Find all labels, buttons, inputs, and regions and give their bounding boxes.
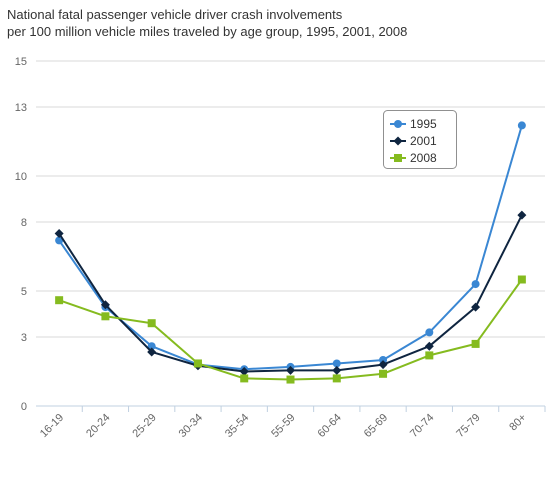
data-point [101,312,110,321]
data-point [332,374,341,383]
chart-title-line-1: National fatal passenger vehicle driver … [7,7,343,22]
data-point [425,328,434,337]
x-tick-label: 75-79 [454,412,482,440]
y-axis-tick-labels: 0 3 5 8 10 13 15 [15,56,27,413]
data-point [147,347,157,357]
x-tick-label: 16-19 [38,412,66,440]
legend-label: 2001 [410,134,437,148]
data-point [378,360,388,370]
x-tick-label: 80+ [507,412,529,434]
x-tick-label: 65-69 [362,412,390,440]
data-point [147,342,156,351]
series-2001 [54,210,527,376]
data-point [471,302,481,312]
data-point [379,369,388,378]
data-point [517,121,526,130]
data-point [286,365,295,375]
legend-item-2001[interactable]: 2001 [390,134,437,148]
legend-label: 2008 [410,151,437,165]
legend-item-2008[interactable]: 2008 [390,151,437,165]
y-tick-label: 8 [21,217,27,229]
data-point [239,367,249,376]
legend-marker [394,120,402,128]
chart-title-line-2: per 100 million vehicle miles traveled b… [7,24,408,39]
data-point [425,351,434,360]
series-line [58,214,523,373]
grid-lines [36,60,546,412]
y-tick-label: 13 [15,102,27,114]
x-tick-label: 70-74 [408,412,436,440]
y-tick-label: 3 [21,332,27,344]
x-tick-label: 30-34 [177,412,205,440]
y-tick-label: 15 [15,56,27,68]
data-point [517,210,527,220]
y-tick-label: 10 [15,171,27,183]
x-axis-tick-labels: 16-19 20-24 25-29 30-34 35-54 55-59 60-64 65-69… [38,412,529,440]
data-point [471,280,480,289]
data-point [379,356,388,364]
data-point [424,341,434,351]
data-point [286,375,295,384]
data-point [54,229,64,238]
chart-title: National fatal passenger vehicle driver … [7,6,537,40]
data-point [332,365,342,375]
data-point [100,300,110,310]
data-point [193,359,202,368]
data-point [332,359,341,368]
data-point [517,275,526,284]
x-tick-label: 60-64 [316,412,344,440]
legend[interactable]: 1995 2001 2008 [383,110,457,169]
x-tick-label: 35-54 [223,412,251,440]
legend-marker [394,154,402,162]
series-2008 [55,275,526,384]
x-tick-label: 25-29 [130,412,158,440]
legend-label: 1995 [410,117,437,131]
legend-marker [393,136,403,146]
legend-item-1995[interactable]: 1995 [390,117,437,131]
data-point [471,339,480,348]
y-tick-label: 0 [21,401,27,413]
x-tick-label: 55-59 [269,412,297,440]
data-point [147,319,156,328]
y-tick-label: 5 [21,286,27,298]
data-point [55,296,64,305]
series-group [54,121,527,384]
x-tick-label: 20-24 [84,412,112,440]
data-point [240,374,249,383]
